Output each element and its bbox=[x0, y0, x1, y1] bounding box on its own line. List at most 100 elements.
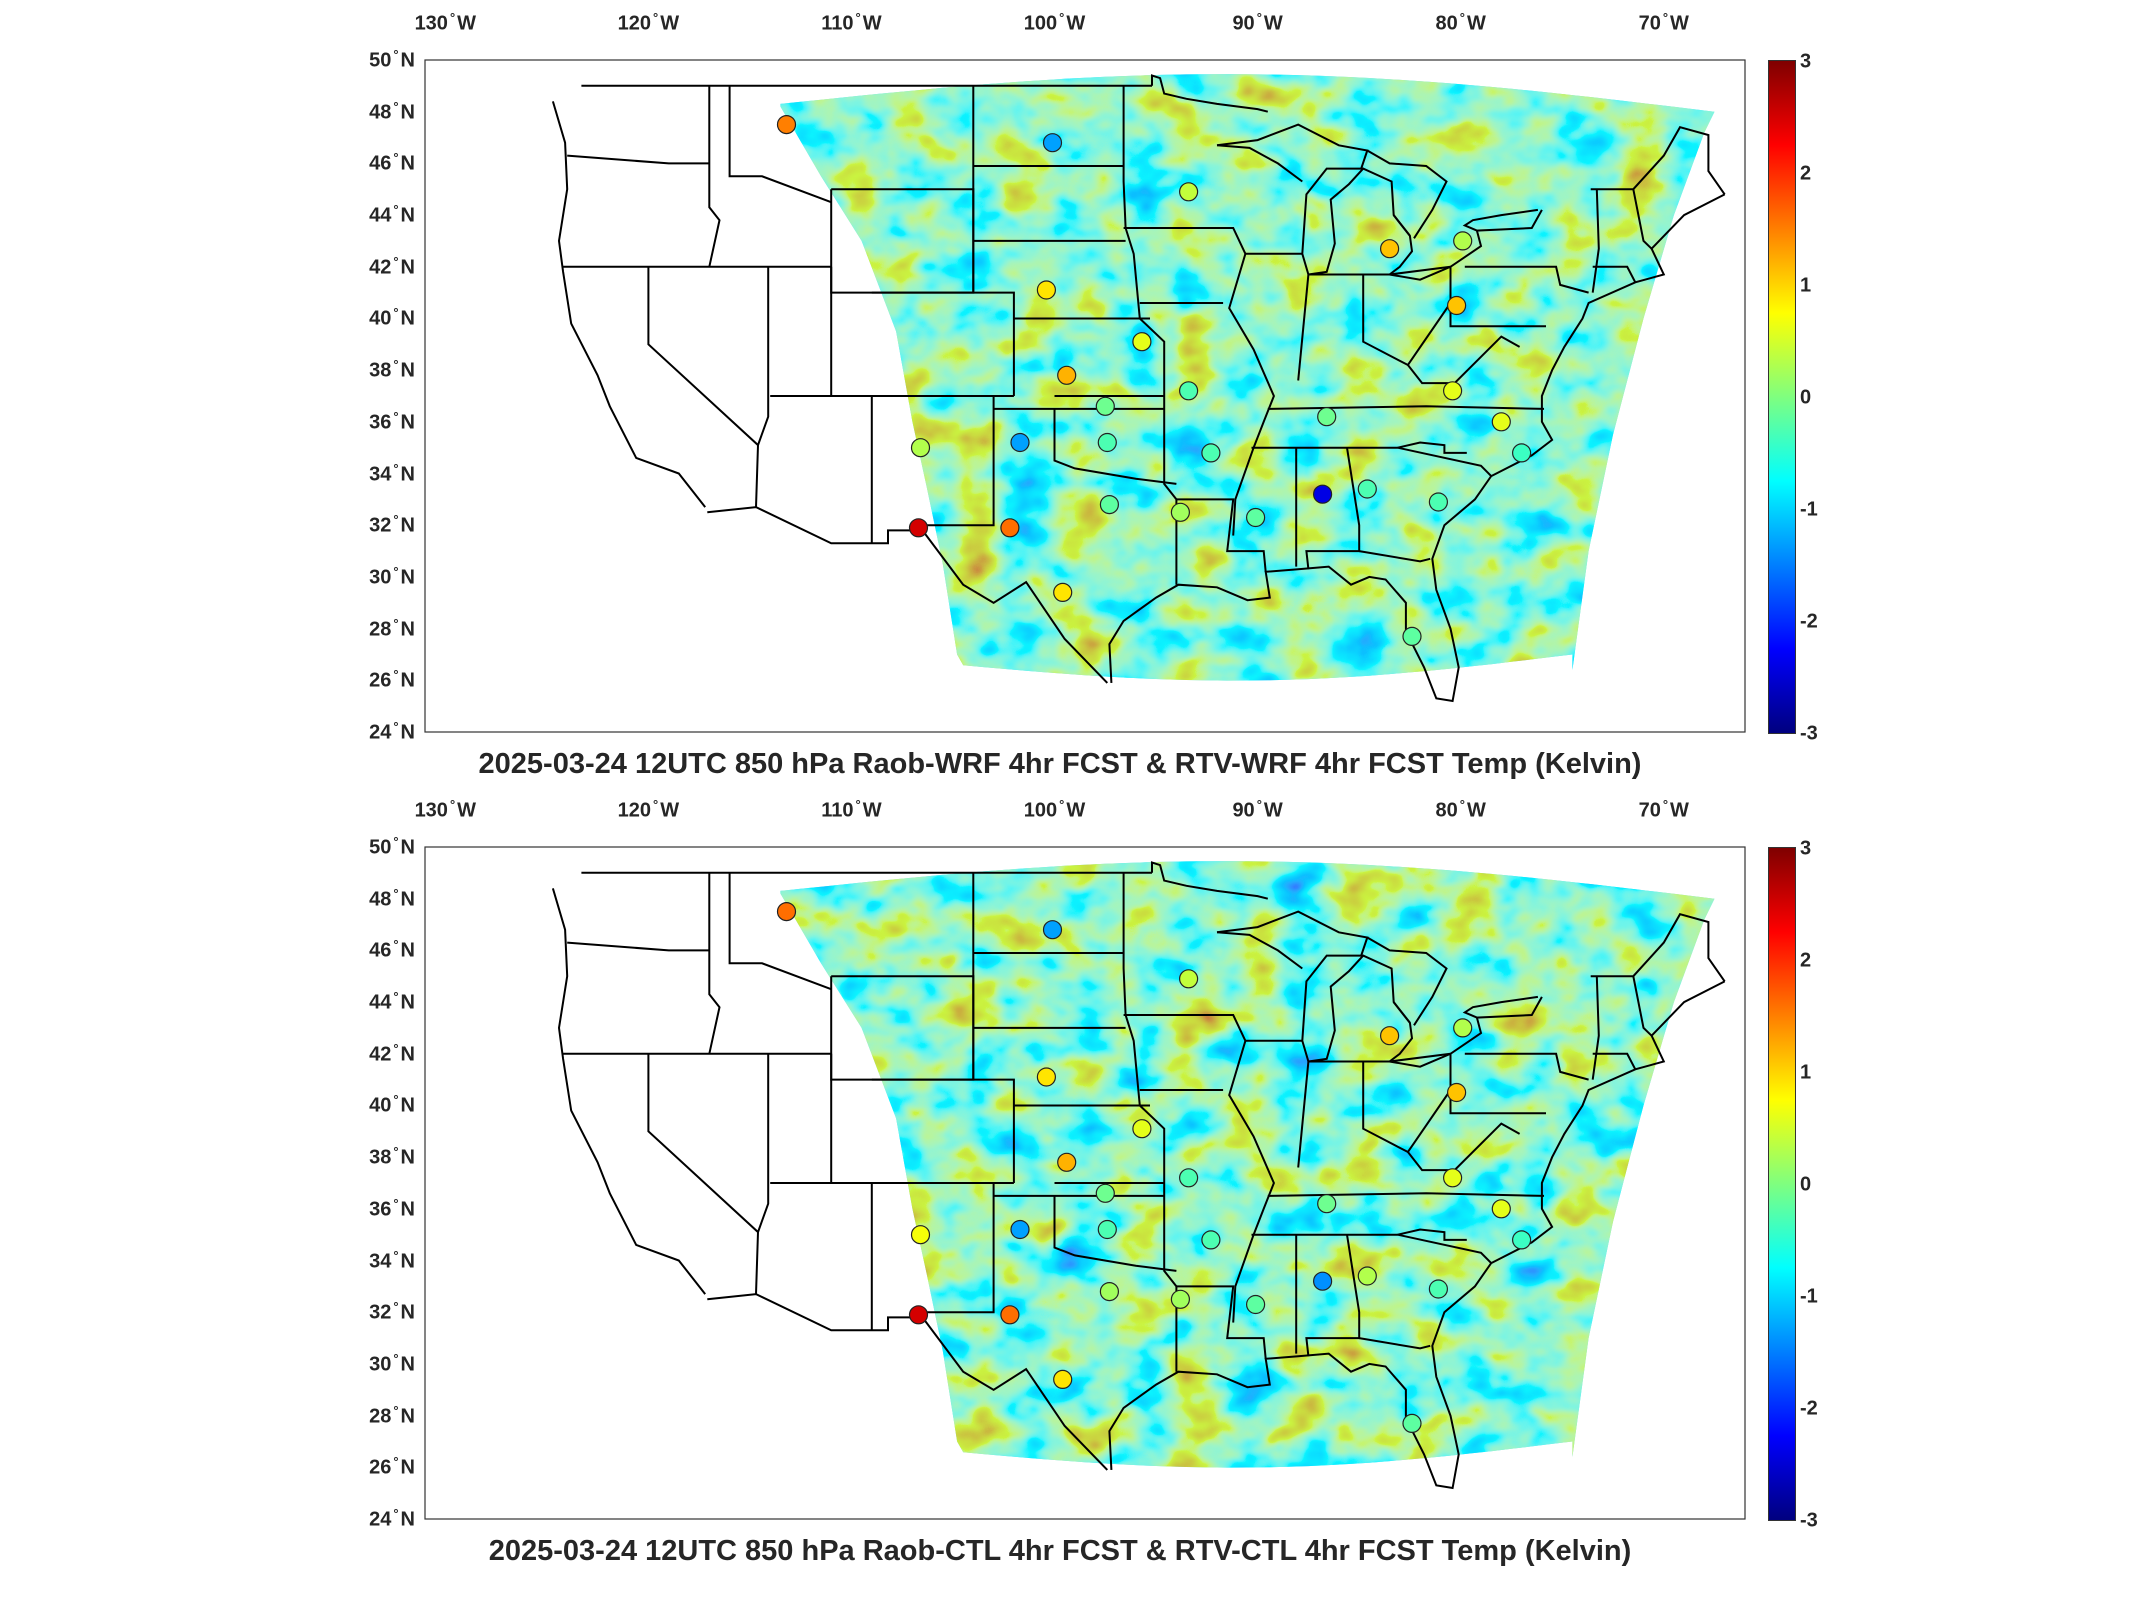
raob-station-marker bbox=[1000, 518, 1020, 538]
border-line bbox=[1591, 189, 1600, 293]
map-panel-raob-wrf: 130 ° W 120 ° W 110 ° W 100 ° W 90 ° W 80 ° W 70 ° W 50 ° N 48 °… bbox=[369, 10, 1818, 780]
lon-tick-label: 70 ° W bbox=[1638, 10, 1689, 35]
raob-station-marker bbox=[1453, 1018, 1473, 1038]
lon-tick-label: 80 ° W bbox=[1435, 10, 1486, 35]
raob-station-marker bbox=[1132, 1119, 1152, 1139]
border-line bbox=[1151, 74, 1269, 113]
raob-station-marker bbox=[1453, 231, 1473, 251]
lat-tick-label: 38 ° N bbox=[369, 1144, 415, 1169]
raob-station-marker bbox=[908, 1305, 929, 1325]
border-line bbox=[551, 101, 706, 508]
raob-station-marker bbox=[1042, 133, 1063, 153]
lat-tick-label: 34 ° N bbox=[369, 1247, 415, 1273]
raob-station-marker bbox=[1095, 396, 1115, 416]
border-line bbox=[551, 888, 706, 1295]
raob-station-marker bbox=[1491, 1199, 1511, 1219]
border-line bbox=[1176, 1285, 1267, 1359]
raob-station-marker bbox=[1099, 495, 1120, 515]
lat-tick-label: 36 ° N bbox=[369, 408, 415, 434]
border-line bbox=[708, 85, 721, 268]
lon-tick-label: 90 ° W bbox=[1232, 797, 1283, 822]
border-line bbox=[647, 266, 760, 508]
lat-tick-label: 30 ° N bbox=[369, 1350, 415, 1376]
lat-tick-label: 28 ° N bbox=[369, 1402, 415, 1428]
border-line bbox=[1176, 498, 1267, 572]
raob-station-marker bbox=[1053, 582, 1073, 603]
temperature-difference-map bbox=[424, 846, 1746, 1520]
raob-station-marker bbox=[1312, 1271, 1333, 1291]
lon-tick-label: 100 ° W bbox=[1023, 10, 1086, 35]
raob-station-marker bbox=[1245, 507, 1266, 528]
border-line bbox=[1632, 976, 1653, 1037]
border-line bbox=[1216, 931, 1303, 970]
colorbar-tick-label: 1 bbox=[1800, 274, 1812, 297]
border-line bbox=[1216, 910, 1543, 1068]
colorbar-tick-label: -3 bbox=[1800, 722, 1818, 745]
border-line bbox=[1397, 441, 1467, 454]
border-line bbox=[1449, 1053, 1546, 1115]
raob-station-marker bbox=[1428, 1279, 1449, 1299]
lat-tick-label: 48 ° N bbox=[369, 98, 415, 124]
raob-station-marker bbox=[1097, 432, 1117, 453]
colorbar-tick-label: -3 bbox=[1800, 1509, 1818, 1532]
border-line bbox=[1216, 123, 1543, 281]
raob-station-marker bbox=[1446, 1082, 1467, 1103]
border-line bbox=[1122, 85, 1178, 585]
colorbar-tick-label: -1 bbox=[1800, 498, 1818, 521]
lat-tick-label: 28 ° N bbox=[369, 615, 415, 641]
colorbar-tick-label: 0 bbox=[1800, 386, 1812, 409]
raob-station-marker bbox=[1511, 443, 1532, 463]
border-line bbox=[1592, 265, 1637, 283]
border-line bbox=[1267, 405, 1545, 410]
raob-station-marker bbox=[1099, 1282, 1120, 1302]
raob-station-marker bbox=[1057, 1152, 1077, 1172]
raob-station-marker bbox=[1317, 1194, 1337, 1214]
border-line bbox=[1392, 1001, 1411, 1024]
lat-tick-label: 34 ° N bbox=[369, 460, 415, 486]
border-line bbox=[871, 1078, 1015, 1183]
lon-tick-label: 80 ° W bbox=[1435, 797, 1486, 822]
lat-tick-label: 46 ° N bbox=[369, 937, 415, 963]
lon-tick-label: 120 ° W bbox=[617, 10, 680, 35]
lon-tick-label: 90 ° W bbox=[1232, 10, 1283, 35]
border-line bbox=[1632, 189, 1653, 250]
raob-stations bbox=[776, 114, 1532, 647]
lon-tick-label: 130 ° W bbox=[414, 797, 477, 822]
raob-station-marker bbox=[1178, 1168, 1199, 1188]
colorbar-tick-label: 3 bbox=[1800, 50, 1812, 73]
border-line bbox=[1308, 265, 1451, 276]
raob-station-marker bbox=[1442, 381, 1463, 401]
colorbar-tick-label: 2 bbox=[1800, 162, 1812, 185]
border-line bbox=[1151, 861, 1269, 900]
raob-station-marker bbox=[1178, 969, 1199, 989]
lat-tick-label: 48 ° N bbox=[369, 885, 415, 911]
lat-tick-label: 46 ° N bbox=[369, 150, 415, 176]
lat-tick-label: 50 ° N bbox=[369, 47, 415, 72]
colorbar bbox=[1768, 847, 1796, 1521]
lat-tick-label: 38 ° N bbox=[369, 357, 415, 382]
border-line bbox=[1366, 149, 1448, 239]
raob-station-marker bbox=[1402, 1413, 1422, 1434]
raob-station-marker bbox=[1000, 1305, 1020, 1325]
border-line bbox=[1123, 227, 1275, 536]
raob-station-marker bbox=[1057, 365, 1077, 385]
raob-station-marker bbox=[1245, 1294, 1266, 1315]
border-line bbox=[1392, 214, 1411, 237]
colorbar-tick-label: -2 bbox=[1800, 1397, 1818, 1420]
raob-station-marker bbox=[1201, 1230, 1221, 1250]
colorbar-tick-label: 2 bbox=[1800, 949, 1812, 972]
lon-tick-label: 110 ° W bbox=[821, 797, 882, 822]
border-line bbox=[1123, 1014, 1275, 1323]
temperature-difference-map bbox=[424, 59, 1746, 733]
lat-tick-label: 26 ° N bbox=[369, 667, 415, 692]
raob-station-marker bbox=[1097, 1219, 1117, 1240]
border-line bbox=[728, 872, 832, 991]
raob-station-marker bbox=[1442, 1168, 1463, 1188]
lon-tick-label: 100 ° W bbox=[1023, 797, 1086, 822]
colorbar-tick-label: -1 bbox=[1800, 1285, 1818, 1308]
colorbar-tick-label: 0 bbox=[1800, 1173, 1812, 1196]
raob-station-marker bbox=[1379, 239, 1400, 259]
border-line bbox=[728, 85, 832, 204]
raob-station-marker bbox=[1010, 1219, 1030, 1240]
border-line bbox=[1591, 976, 1600, 1080]
